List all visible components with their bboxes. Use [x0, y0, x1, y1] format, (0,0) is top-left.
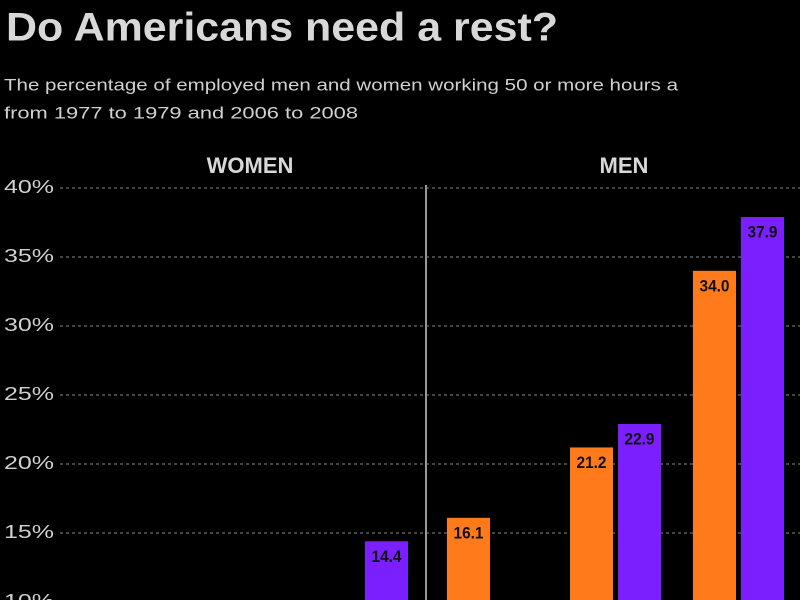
bar: [741, 216, 784, 600]
y-tick-label: 10%: [4, 591, 54, 600]
y-tick-label: 15%: [4, 522, 54, 542]
data-label: 14.4: [372, 547, 402, 566]
subtitle: The percentage of employed men and women…: [4, 75, 679, 94]
data-label: 34.0: [700, 276, 730, 295]
data-label: 16.1: [454, 523, 484, 542]
chart-title: Do Americans need a rest?: [6, 6, 558, 50]
bar: [447, 517, 490, 600]
y-tick-label: 20%: [4, 453, 54, 473]
data-label: 22.9: [625, 429, 655, 448]
bar: [618, 423, 661, 600]
y-tick-label: 30%: [4, 315, 54, 335]
y-tick-label: 35%: [4, 246, 54, 266]
panel-title: WOMEN: [207, 153, 294, 178]
bar: [570, 447, 613, 600]
data-label: 37.9: [748, 222, 778, 241]
panel-title: MEN: [600, 153, 649, 178]
bar: [365, 541, 408, 600]
y-tick-label: 25%: [4, 384, 54, 404]
subtitle: from 1977 to 1979 and 2006 to 2008: [4, 103, 358, 122]
data-label: 21.2: [577, 453, 607, 472]
y-tick-label: 40%: [4, 177, 54, 197]
bar: [693, 270, 736, 600]
